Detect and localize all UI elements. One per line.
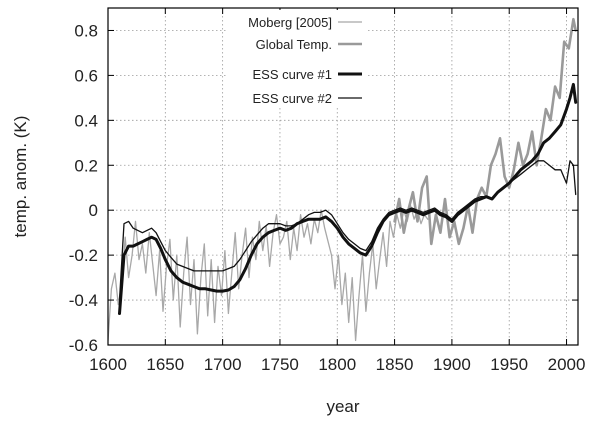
legend-background (228, 10, 368, 106)
legend-label-ess-curve-1: ESS curve #1 (253, 67, 333, 82)
y-tick-label: 0.2 (74, 156, 98, 175)
x-tick-label: 1850 (376, 355, 414, 374)
x-tick-label: 2000 (548, 355, 586, 374)
legend-label-moberg-2005: Moberg [2005] (248, 15, 332, 30)
y-tick-label: 0.8 (74, 21, 98, 40)
y-axis-title: temp. anom. (K) (11, 116, 30, 238)
tick-layer: 1600 1650 1700 1750 1800 1850 1900 1950 2000 -0.6… (69, 8, 586, 374)
series-line-moberg-2005 (108, 205, 429, 342)
legend-label-global-temp: Global Temp. (256, 37, 332, 52)
x-tick-label: 1750 (261, 355, 299, 374)
x-tick-label: 1900 (433, 355, 471, 374)
y-tick-label: -0.2 (69, 246, 98, 265)
y-tick-label: -0.6 (69, 336, 98, 355)
x-axis-title: year (326, 397, 359, 416)
x-tick-label: 1600 (89, 355, 127, 374)
x-tick-label: 1800 (318, 355, 356, 374)
y-tick-label: -0.4 (69, 291, 98, 310)
y-tick-label: 0 (89, 201, 98, 220)
series-line-ess-curve-1 (118, 82, 578, 315)
y-tick-label: 0.6 (74, 66, 98, 85)
series-line-ess-curve-2 (118, 160, 577, 301)
y-tick-label: 0.4 (74, 111, 98, 130)
x-tick-label: 1650 (146, 355, 184, 374)
series-layer (108, 17, 578, 342)
plot-frame (107, 7, 579, 346)
legend-label-ess-curve-2: ESS curve #2 (253, 91, 333, 106)
x-tick-label: 1950 (490, 355, 528, 374)
x-tick-label: 1700 (204, 355, 242, 374)
legend: Moberg [2005] Global Temp. ESS curve #1 ESS… (228, 10, 368, 106)
